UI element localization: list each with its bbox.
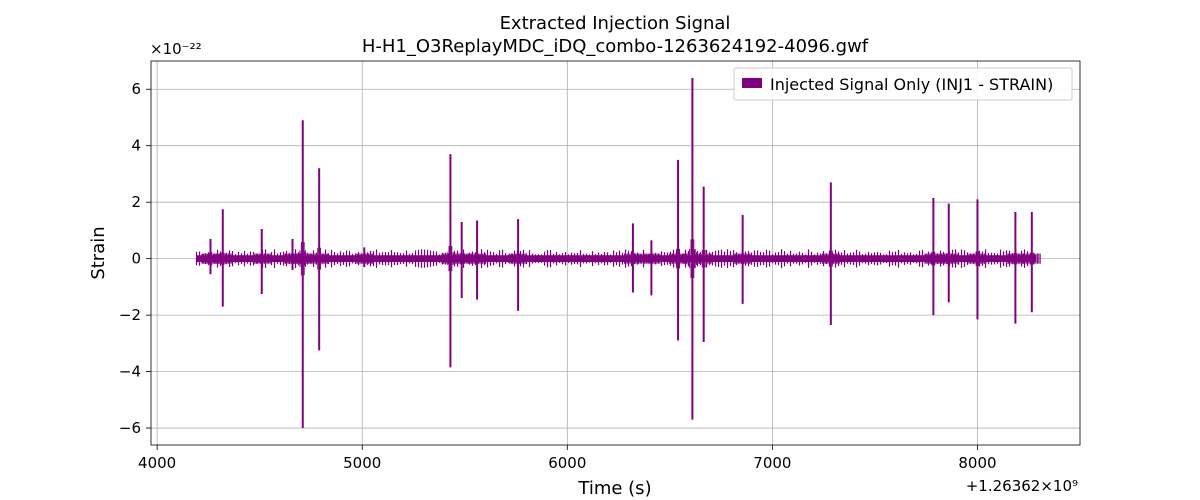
y-tick-label: −6 — [119, 419, 141, 437]
chart-subtitle: H-H1_O3ReplayMDC_iDQ_combo-1263624192-40… — [362, 36, 869, 57]
y-multiplier-label: ×10⁻²² — [150, 40, 202, 58]
data-layer — [195, 77, 1041, 429]
y-tick-label: 4 — [131, 137, 141, 155]
legend-label: Injected Signal Only (INJ1 - STRAIN) — [770, 75, 1053, 94]
x-tick-label: 5000 — [343, 454, 381, 472]
y-axis-title: Strain — [88, 226, 109, 279]
legend-swatch — [742, 78, 762, 88]
x-tick-label: 4000 — [138, 454, 176, 472]
plot-frame — [150, 60, 1081, 446]
tick-layer: 4000 5000 6000 7000 8000 −6 −4 −2 0 2 4 6 — [119, 80, 997, 472]
x-axis-title: Time (s) — [577, 478, 651, 499]
y-tick-label: 0 — [131, 250, 141, 268]
y-tick-label: 2 — [131, 193, 141, 211]
x-tick-label: 8000 — [958, 454, 996, 472]
y-tick-label: −4 — [119, 363, 141, 381]
x-tick-label: 7000 — [753, 454, 791, 472]
x-offset-label: +1.26362×10⁹ — [966, 477, 1078, 495]
legend: Injected Signal Only (INJ1 - STRAIN) — [733, 67, 1073, 101]
series-0 — [195, 77, 1041, 429]
legend-box — [733, 67, 1073, 101]
y-tick-label: 6 — [131, 80, 141, 98]
y-tick-label: −2 — [119, 306, 141, 324]
chart-title: Extracted Injection Signal — [500, 13, 731, 34]
x-tick-label: 6000 — [548, 454, 586, 472]
